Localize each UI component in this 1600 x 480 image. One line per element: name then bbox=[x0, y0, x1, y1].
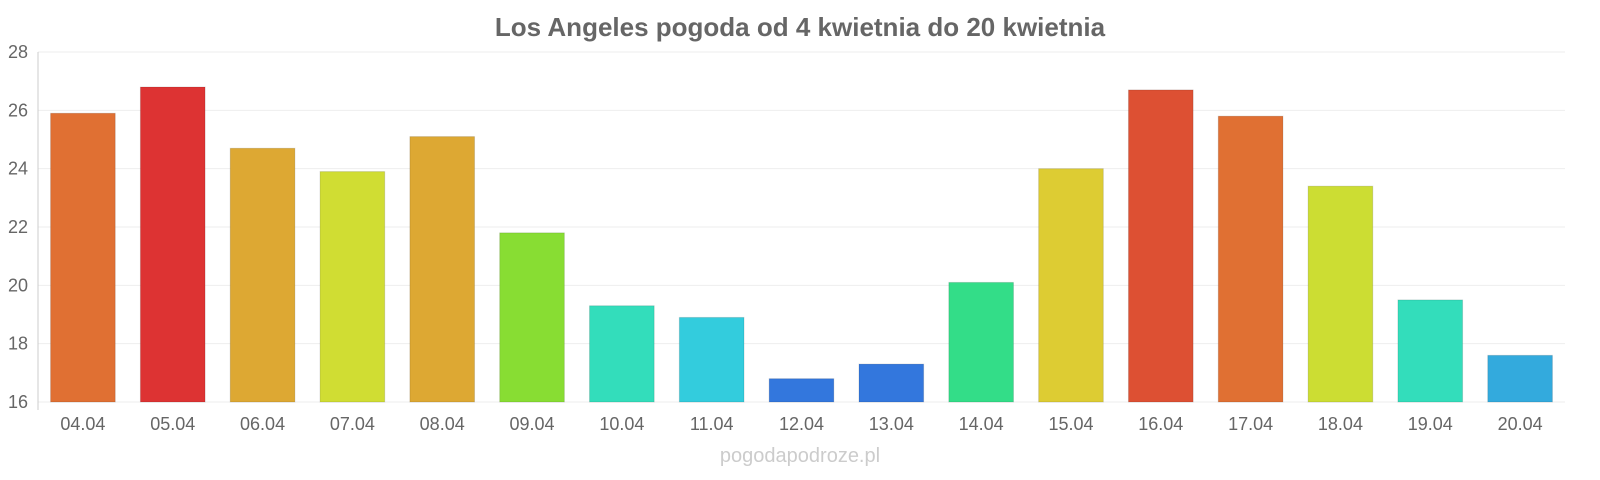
bar-11.04 bbox=[678, 316, 745, 403]
x-tick-label: 18.04 bbox=[1318, 414, 1363, 434]
bar-19.04 bbox=[1397, 299, 1464, 403]
bar-10.04 bbox=[589, 305, 655, 403]
bar-06.04 bbox=[229, 147, 296, 403]
x-tick-label: 11.04 bbox=[690, 414, 734, 434]
y-tick-label: 20 bbox=[8, 275, 28, 295]
y-tick-label: 28 bbox=[8, 42, 28, 62]
bars bbox=[50, 86, 1553, 403]
x-tick-label: 16.04 bbox=[1138, 414, 1183, 434]
x-tick-label: 10.04 bbox=[599, 414, 644, 434]
x-tick-label: 04.04 bbox=[60, 414, 105, 434]
x-tick-label: 08.04 bbox=[420, 414, 465, 434]
bar-18.04 bbox=[1307, 185, 1374, 403]
bar-17.04 bbox=[1217, 115, 1284, 403]
x-tick-label: 20.04 bbox=[1498, 414, 1543, 434]
y-tick-label: 26 bbox=[8, 100, 28, 120]
bar-07.04 bbox=[319, 171, 386, 403]
watermark: pogodapodroze.pl bbox=[720, 445, 880, 467]
x-tick-label: 17.04 bbox=[1228, 414, 1273, 434]
bar-12.04 bbox=[768, 378, 835, 403]
x-tick-label: 15.04 bbox=[1048, 414, 1093, 434]
y-tick-label: 24 bbox=[8, 159, 28, 179]
bar-15.04 bbox=[1038, 168, 1104, 403]
y-tick-label: 18 bbox=[8, 334, 28, 354]
x-tick-label: 05.04 bbox=[150, 414, 195, 434]
bar-20.04 bbox=[1487, 354, 1553, 403]
x-tick-label: 12.04 bbox=[779, 414, 824, 434]
bar-14.04 bbox=[948, 281, 1014, 403]
bar-16.04 bbox=[1127, 89, 1194, 403]
x-axis-ticks: 04.04 05.04 06.04 07.04 08.04 09.04 10.04 11.04… bbox=[60, 414, 1542, 434]
y-tick-label: 22 bbox=[8, 217, 28, 237]
x-tick-label: 13.04 bbox=[869, 414, 914, 434]
x-tick-label: 09.04 bbox=[510, 414, 555, 434]
bar-13.04 bbox=[858, 363, 925, 403]
x-tick-label: 06.04 bbox=[240, 414, 285, 434]
bar-04.04 bbox=[50, 112, 116, 403]
chart-title: Los Angeles pogoda od 4 kwietnia do 20 k… bbox=[495, 12, 1106, 42]
x-tick-label: 19.04 bbox=[1408, 414, 1453, 434]
x-tick-label: 07.04 bbox=[330, 414, 375, 434]
y-tick-label: 16 bbox=[8, 392, 28, 412]
bar-05.04 bbox=[139, 86, 206, 403]
x-tick-label: 14.04 bbox=[959, 414, 1004, 434]
bar-09.04 bbox=[499, 232, 565, 403]
y-axis-ticks: 16 18 20 22 24 26 28 bbox=[8, 42, 28, 412]
bar-08.04 bbox=[409, 136, 476, 403]
